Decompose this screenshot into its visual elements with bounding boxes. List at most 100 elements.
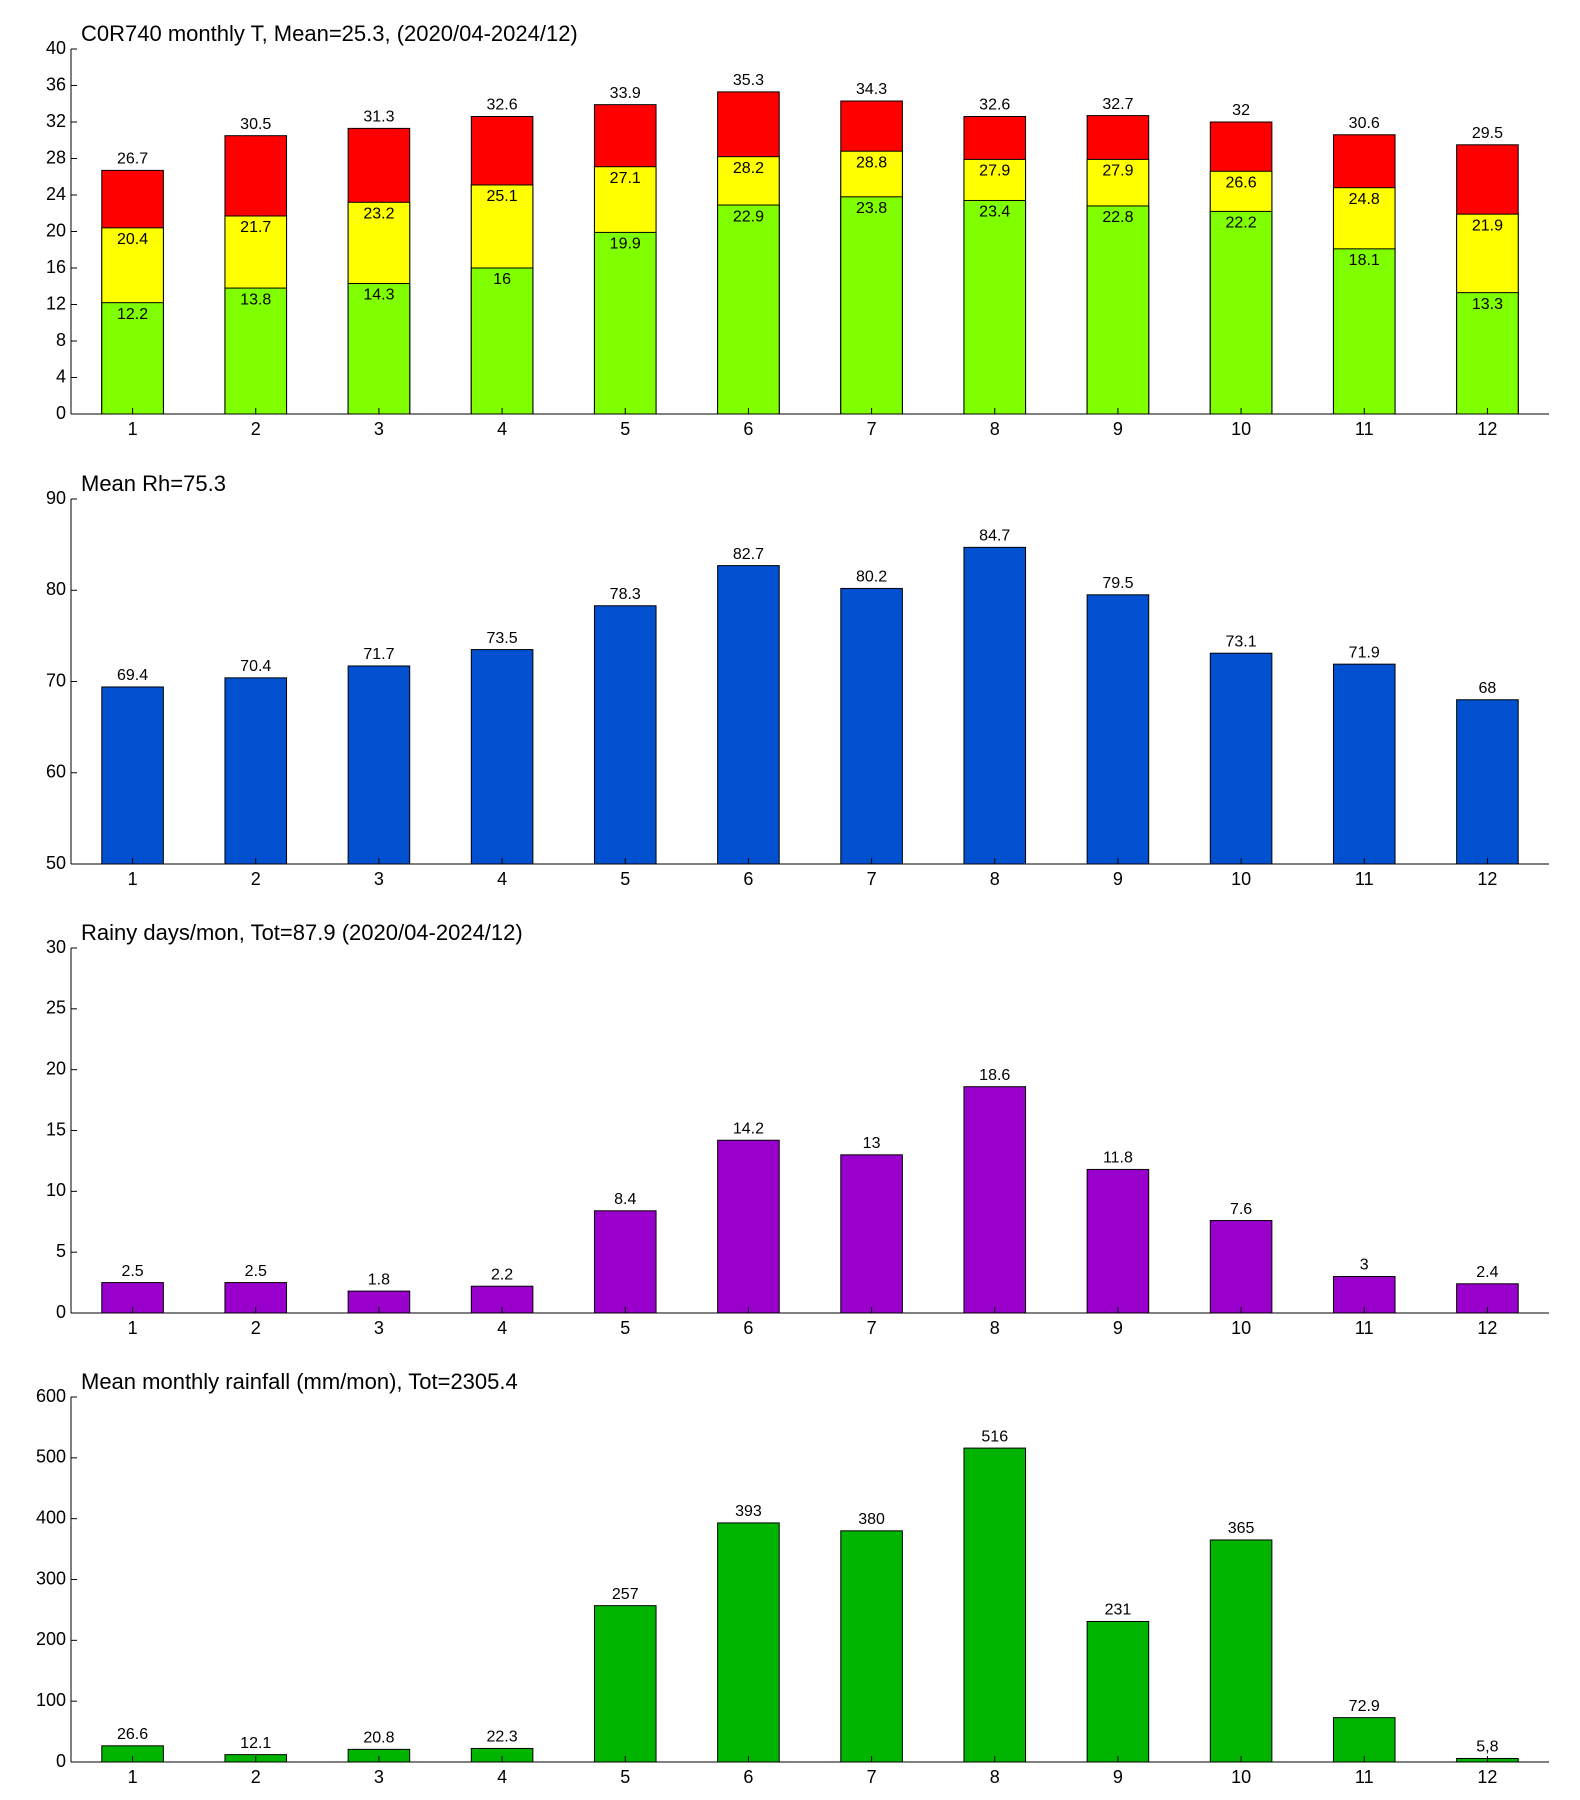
value-label: 32.7 <box>1102 96 1133 113</box>
x-tick-label: 12 <box>1477 419 1497 439</box>
bar <box>101 686 164 865</box>
bar <box>1332 663 1396 865</box>
bar <box>1086 594 1150 865</box>
value-label: 18.1 <box>1349 252 1380 269</box>
x-tick-label: 9 <box>1113 419 1123 439</box>
value-label: 71.7 <box>363 646 394 663</box>
x-tick-label: 1 <box>128 1767 138 1787</box>
value-label: 257 <box>612 1586 639 1603</box>
x-tick-label: 7 <box>867 419 877 439</box>
value-label: 27.1 <box>610 170 641 187</box>
y-tick-label: 0 <box>56 403 66 423</box>
y-tick-label: 16 <box>46 257 66 277</box>
bar <box>1456 292 1519 415</box>
value-label: 16 <box>493 271 511 288</box>
x-tick-label: 11 <box>1355 869 1374 889</box>
y-tick-label: 36 <box>46 74 66 94</box>
bar <box>593 1210 657 1314</box>
x-tick-label: 10 <box>1231 1318 1251 1338</box>
value-label: 2.5 <box>121 1263 143 1280</box>
value-label: 28.8 <box>856 154 887 171</box>
x-tick-label: 6 <box>743 869 753 889</box>
chart-title: Rainy days/mon, Tot=87.9 (2020/04-2024/1… <box>81 920 523 945</box>
x-tick-label: 3 <box>374 1318 384 1338</box>
y-tick-label: 25 <box>46 998 66 1018</box>
x-tick-label: 7 <box>867 1318 877 1338</box>
y-tick-label: 100 <box>36 1690 66 1710</box>
bar <box>963 1086 1027 1314</box>
x-tick-label: 9 <box>1113 1318 1123 1338</box>
chart-title: C0R740 monthly T, Mean=25.3, (2020/04-20… <box>81 21 578 46</box>
bar <box>840 587 903 865</box>
value-label: 516 <box>981 1428 1008 1445</box>
x-tick-label: 11 <box>1355 419 1374 439</box>
value-label: 34.3 <box>856 81 887 98</box>
value-label: 84.7 <box>979 528 1010 545</box>
value-label: 12.1 <box>240 1735 271 1752</box>
y-tick-label: 4 <box>56 366 66 386</box>
bar <box>347 665 411 865</box>
x-tick-label: 8 <box>990 1767 1000 1787</box>
bar <box>224 677 288 865</box>
value-label: 27.9 <box>1102 163 1133 180</box>
x-tick-label: 5 <box>620 419 630 439</box>
x-tick-label: 8 <box>990 1318 1000 1338</box>
value-label: 21.7 <box>240 219 271 236</box>
bar <box>963 546 1027 865</box>
value-label: 13.8 <box>240 291 271 308</box>
x-tick-label: 2 <box>251 419 261 439</box>
x-tick-label: 4 <box>497 1318 507 1338</box>
y-tick-label: 600 <box>36 1386 66 1406</box>
bar <box>1209 1539 1273 1763</box>
x-tick-label: 5 <box>620 869 630 889</box>
value-label: 28.2 <box>733 160 764 177</box>
value-label: 18.6 <box>979 1067 1010 1084</box>
x-tick-label: 2 <box>251 1767 261 1787</box>
value-label: 80.2 <box>856 569 887 586</box>
x-tick-label: 4 <box>497 1767 507 1787</box>
value-label: 21.9 <box>1472 217 1503 234</box>
value-label: 68 <box>1479 680 1497 697</box>
y-tick-label: 24 <box>46 184 66 204</box>
x-tick-label: 7 <box>867 1767 877 1787</box>
value-label: 30.5 <box>240 116 271 133</box>
value-label: 32.6 <box>487 97 518 114</box>
value-label: 22.9 <box>733 208 764 225</box>
value-label: 71.9 <box>1349 644 1380 661</box>
x-tick-label: 1 <box>128 869 138 889</box>
value-label: 231 <box>1105 1602 1132 1619</box>
y-tick-label: 400 <box>36 1507 66 1527</box>
bar <box>963 1447 1027 1763</box>
bar <box>1086 1620 1150 1763</box>
chart-title: Mean Rh=75.3 <box>81 471 226 496</box>
value-label: 22.2 <box>1226 215 1257 232</box>
value-label: 70.4 <box>240 658 271 675</box>
value-label: 29.5 <box>1472 125 1503 142</box>
value-label: 13 <box>863 1135 881 1152</box>
value-label: 35.3 <box>733 72 764 89</box>
value-label: 78.3 <box>610 586 641 603</box>
value-label: 19.9 <box>610 236 641 253</box>
bar <box>1332 1276 1396 1314</box>
value-label: 2.4 <box>1476 1264 1498 1281</box>
x-tick-label: 9 <box>1113 869 1123 889</box>
x-tick-label: 11 <box>1355 1318 1374 1338</box>
y-tick-label: 500 <box>36 1447 66 1467</box>
bar <box>593 1605 657 1763</box>
value-label: 7.6 <box>1230 1201 1252 1218</box>
y-tick-label: 20 <box>46 1058 66 1078</box>
y-tick-label: 32 <box>46 111 66 131</box>
value-label: 365 <box>1228 1520 1255 1537</box>
value-label: 23.4 <box>979 204 1010 221</box>
value-label: 32 <box>1232 102 1250 119</box>
x-tick-label: 1 <box>128 419 138 439</box>
value-label: 73.1 <box>1226 633 1257 650</box>
value-label: 79.5 <box>1102 575 1133 592</box>
x-tick-label: 5 <box>620 1318 630 1338</box>
value-label: 12.2 <box>117 306 148 323</box>
bar <box>963 199 1027 415</box>
y-tick-label: 10 <box>46 1180 66 1200</box>
value-label: 14.2 <box>733 1120 764 1137</box>
y-tick-label: 200 <box>36 1629 66 1649</box>
